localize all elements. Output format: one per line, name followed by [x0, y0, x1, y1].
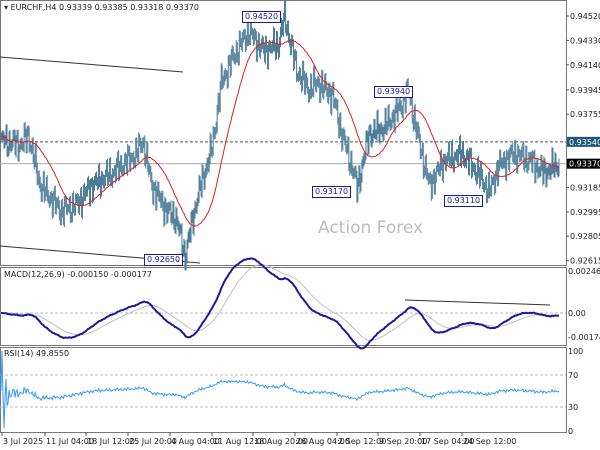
macd-tick-label: -0.00174 [568, 333, 600, 342]
ohlc-values: 0.93339 0.93385 0.93318 0.93370 [59, 3, 199, 12]
level-price-box [567, 136, 600, 147]
rsi-tick-label: 70 [568, 371, 578, 380]
x-tick-label: 24 Sep 12:00 [463, 437, 516, 446]
x-tick-label: 2 Sep 12:00 [338, 437, 386, 446]
symbol-header: ▾ EURCHF,H4 0.93339 0.93385 0.93318 0.93… [4, 3, 199, 12]
rsi-title: RSI(14) 49.8550 [4, 349, 70, 358]
y-tick-label: 0.93945 [570, 86, 600, 95]
rsi-tick-label: 100 [568, 347, 583, 356]
x-tick-label: 3 Jul 2025 [3, 437, 43, 446]
y-tick-label: 0.93185 [570, 183, 600, 192]
macd-title: MACD(12,26,9) -0.000150 -0.000177 [4, 270, 152, 279]
y-tick-label: 0.93755 [570, 110, 600, 119]
rsi-line [0, 350, 560, 429]
y-tick-label: 0.92805 [570, 232, 600, 241]
annotation-low: 0.92650 [144, 254, 184, 266]
annotation-swing-high: 0.93940 [374, 86, 414, 98]
y-tick-label: 0.92995 [570, 208, 600, 217]
rsi-tick-label: 30 [568, 403, 578, 412]
channel-top-line [0, 56, 184, 73]
rsi-tick-label: 0 [568, 427, 573, 436]
macd-line [0, 257, 560, 350]
panel-frame-1 [0, 267, 567, 346]
macd-trend-line [404, 299, 551, 306]
x-tick-label: 25 Jul 20:00 [129, 437, 177, 446]
x-tick-label: 18 Jul 12:00 [87, 437, 135, 446]
y-tick-label: 0.94330 [570, 36, 600, 45]
y-tick-label: 0.94520 [570, 12, 600, 21]
panel-frame-2 [0, 347, 567, 433]
moving-average-line [0, 40, 560, 227]
macd-tick-label: 0.002463 [568, 267, 600, 276]
x-tick-label: 9 Sep 20:00 [379, 437, 427, 446]
y-tick-label: 0.92615 [570, 257, 600, 266]
current-price-box [567, 158, 600, 169]
macd-signal-line [0, 264, 560, 341]
x-tick-label: 26 Aug 04:00 [296, 437, 350, 446]
annotation-swing-low: 0.93170 [312, 186, 352, 198]
current-price-label: 0.93370 [569, 160, 600, 169]
y-tick-label: 0.94140 [570, 61, 600, 70]
annotation-high: 0.94520 [242, 11, 282, 23]
x-tick-label: 18 Aug 20:00 [254, 437, 308, 446]
macd-tick-label: 0.00 [568, 309, 586, 318]
x-tick-label: 4 Aug 04:00 [171, 437, 220, 446]
annotation-low-sep: 0.93110 [444, 195, 484, 207]
x-tick-label: 17 Sep 04:00 [421, 437, 474, 446]
panel-frame-0 [0, 0, 567, 266]
symbol: EURCHF,H4 [10, 3, 57, 12]
x-tick-label: 11 Aug 12:00 [213, 437, 267, 446]
x-tick-label: 11 Jul 04:00 [46, 437, 94, 446]
watermark: Action Forex [318, 218, 424, 238]
level-price-label: 0.93540 [569, 138, 600, 147]
